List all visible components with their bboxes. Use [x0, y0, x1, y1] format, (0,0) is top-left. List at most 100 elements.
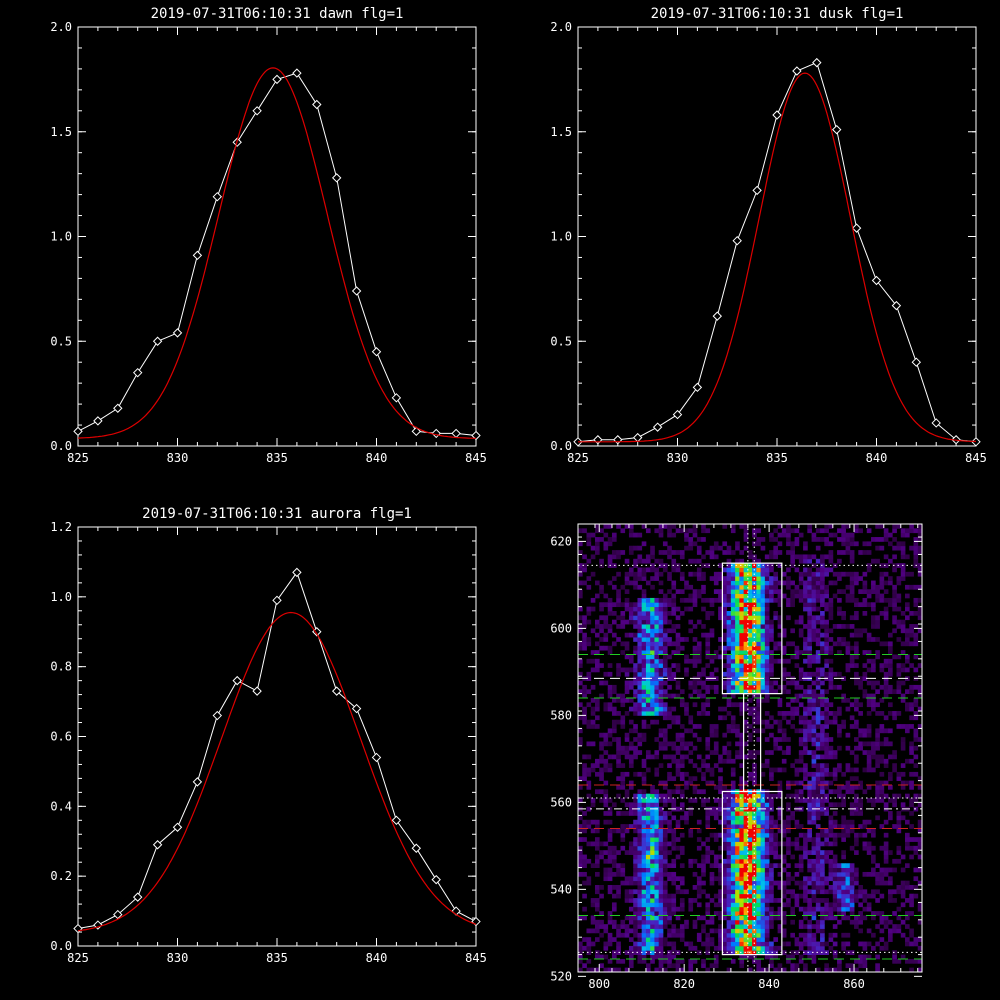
heatmap-cell	[786, 845, 791, 851]
heatmap-cell	[824, 541, 829, 547]
heatmap-cell	[888, 867, 893, 873]
heatmap-cell	[769, 671, 774, 677]
heatmap-cell	[815, 867, 821, 873]
heatmap-cell	[900, 528, 906, 534]
heatmap-cell	[675, 806, 681, 812]
heatmap-cell	[671, 880, 677, 886]
heatmap-cell	[858, 915, 863, 921]
heatmap-cell	[896, 819, 902, 825]
heatmap-cell	[764, 806, 770, 812]
heatmap-cell	[875, 911, 880, 916]
heatmap-cell	[701, 776, 706, 782]
heatmap-cell	[633, 584, 638, 590]
heatmap-cell	[679, 702, 685, 708]
heatmap-cell	[888, 754, 893, 760]
heatmap-cell	[875, 758, 880, 764]
heatmap-cell	[599, 841, 604, 847]
heatmap-cell	[815, 845, 821, 851]
heatmap-cell	[862, 571, 868, 577]
heatmap-cell	[633, 902, 638, 908]
heatmap-cell	[871, 667, 876, 673]
heatmap-cell	[616, 811, 621, 816]
heatmap-cell	[862, 906, 868, 912]
heatmap-cell	[820, 693, 825, 699]
heatmap-cell	[849, 967, 855, 973]
heatmap-cell	[658, 745, 664, 751]
heatmap-cell	[917, 828, 923, 834]
heatmap-cell	[794, 893, 800, 899]
heatmap-cell	[603, 624, 609, 629]
heatmap-cell	[862, 589, 868, 594]
heatmap-cell	[803, 776, 808, 782]
heatmap-cell	[845, 963, 851, 969]
heatmap-cell	[786, 793, 791, 799]
heatmap-cell	[913, 528, 919, 534]
heatmap-cell	[616, 784, 621, 790]
heatmap-cell	[917, 684, 923, 690]
heatmap-cell	[849, 867, 855, 873]
heatmap-cell	[794, 693, 800, 699]
heatmap-cell	[616, 758, 621, 764]
heatmap-cell	[603, 593, 609, 599]
heatmap-cell	[637, 693, 643, 699]
heatmap-cell	[594, 650, 600, 655]
heatmap-cell	[654, 954, 660, 960]
heatmap-cell	[607, 610, 613, 616]
heatmap-cell	[883, 945, 889, 951]
heatmap-cell	[641, 828, 647, 834]
heatmap-cell	[824, 606, 829, 612]
heatmap-cell	[811, 793, 817, 799]
heatmap-cell	[875, 624, 880, 629]
heatmap-cell	[662, 837, 668, 842]
heatmap-cell	[756, 602, 762, 608]
heatmap-cell	[756, 711, 762, 716]
heatmap-cell	[866, 593, 872, 599]
heatmap-cell	[747, 750, 753, 755]
heatmap-cell	[671, 628, 677, 634]
heatmap-cell	[743, 528, 749, 534]
heatmap-cell	[820, 932, 825, 938]
heatmap-cell	[718, 893, 723, 899]
heatmap-cell	[794, 771, 800, 777]
heatmap-cell	[701, 671, 706, 677]
heatmap-cell	[841, 610, 846, 616]
heatmap-cell	[879, 824, 885, 829]
heatmap-cell	[900, 550, 906, 555]
heatmap-cell	[722, 885, 728, 890]
heatmap-cell	[726, 793, 732, 799]
heatmap-cell	[582, 763, 587, 768]
heatmap-cell	[696, 641, 702, 647]
heatmap-cell	[747, 711, 753, 716]
heatmap-cell	[824, 767, 829, 773]
heatmap-cell	[662, 658, 668, 664]
heatmap-cell	[633, 724, 638, 729]
heatmap-cell	[582, 824, 587, 829]
heatmap-cell	[824, 628, 829, 634]
heatmap-cell	[696, 619, 702, 625]
heatmap-cell	[637, 919, 643, 925]
heatmap-cell	[837, 876, 842, 882]
heatmap-cell	[658, 558, 664, 564]
heatmap-cell	[637, 606, 643, 612]
heatmap-cell	[815, 854, 821, 860]
heatmap-cell	[645, 871, 651, 877]
heatmap-cell	[824, 619, 829, 625]
heatmap-cell	[658, 571, 664, 577]
heatmap-cell	[798, 667, 804, 673]
y-tick-label: 520	[550, 969, 572, 983]
heatmap-cell	[807, 645, 812, 651]
heatmap-cell	[828, 824, 834, 829]
heatmap-cell	[743, 728, 749, 734]
heatmap-cell	[879, 876, 885, 882]
heatmap-cell	[620, 650, 626, 655]
heatmap-cell	[735, 837, 740, 842]
heatmap-cell	[811, 697, 817, 703]
heatmap-cell	[696, 893, 702, 899]
heatmap-cell	[917, 663, 923, 668]
heatmap-cell	[705, 528, 711, 534]
heatmap-cell	[777, 963, 783, 969]
heatmap-cell	[701, 524, 706, 529]
heatmap-cell	[730, 671, 736, 677]
heatmap-cell	[654, 671, 660, 677]
heatmap-cell	[803, 715, 808, 721]
